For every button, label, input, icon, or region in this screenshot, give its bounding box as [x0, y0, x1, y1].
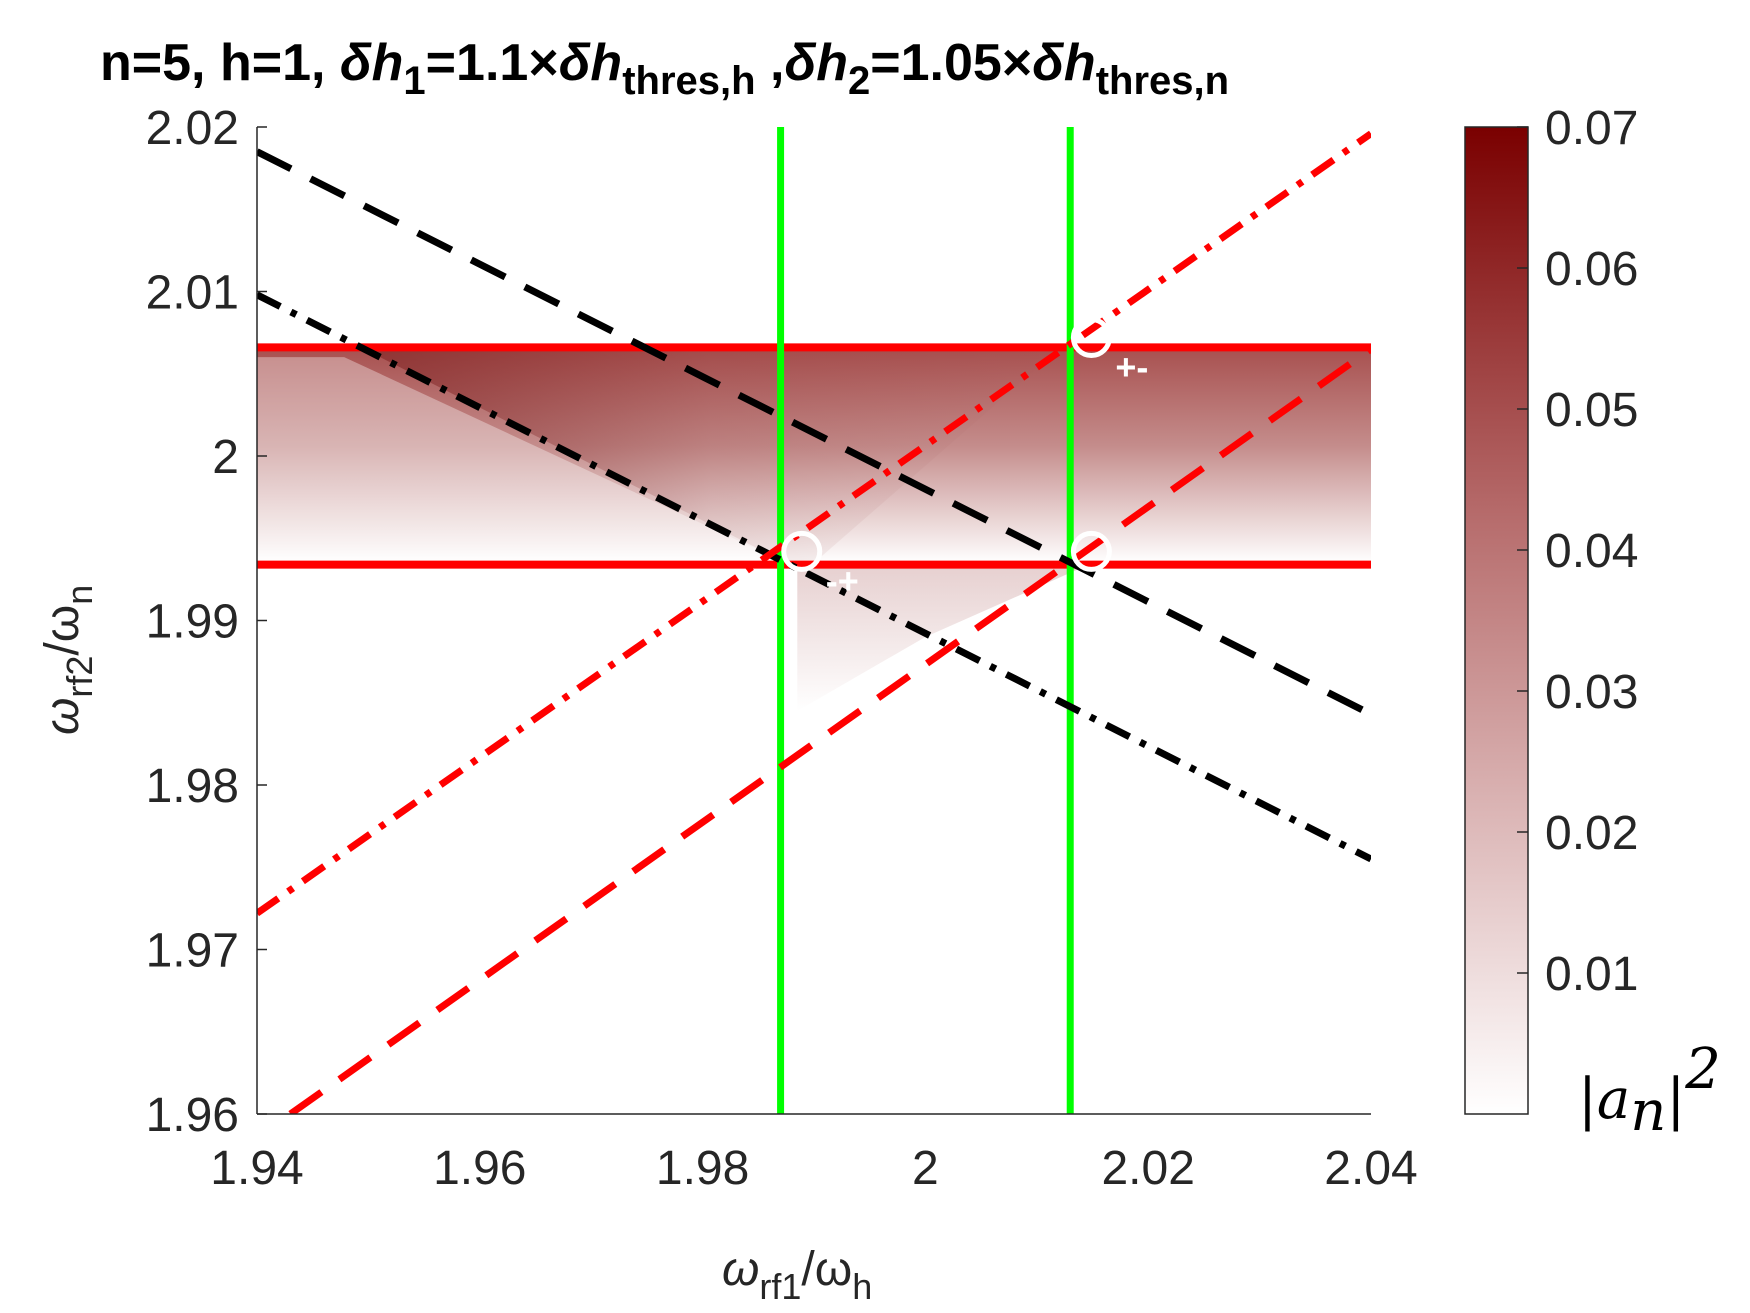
- title-d1-symbol2: δh: [559, 34, 623, 92]
- colorbar-label-bar-left: |: [1578, 1067, 1597, 1132]
- series-line-7: [288, 346, 1371, 1114]
- colorbar-label-n: n: [1630, 1079, 1666, 1144]
- xlabel-main1: ω: [722, 1243, 759, 1296]
- x-tick-label-0: 1.94: [210, 1142, 303, 1195]
- xlabel-sub2: h: [852, 1266, 872, 1307]
- heatmap-lower-triangle: [797, 562, 1093, 711]
- colorbar-tick-label-0: 0.01: [1545, 948, 1638, 1001]
- title-prefix: n=5, h=1,: [100, 34, 340, 92]
- ylabel-main2: /ω: [36, 605, 89, 656]
- title-d2-sub: 2: [848, 59, 870, 103]
- series-line-5: [257, 291, 1371, 863]
- title-d1-sub: 1: [403, 59, 425, 103]
- x-tick-label-3: 2: [912, 1142, 939, 1195]
- marker-label-1: -+: [826, 560, 859, 601]
- title-d1-value: =1.1: [426, 34, 529, 92]
- ylabel-sub1: rf2: [59, 656, 100, 698]
- x-tick-label-4: 2.02: [1101, 1142, 1194, 1195]
- colorbar-gradient: [1464, 126, 1529, 1115]
- title-d1-sub2: thres,h: [622, 59, 755, 103]
- title-d2-symbol: δh: [784, 34, 848, 92]
- colorbar-tick-label-2: 0.03: [1545, 666, 1638, 719]
- marker-circle-1: [781, 530, 823, 572]
- markers-layer: +- -+: [781, 317, 1148, 601]
- title-d1-times: ×: [528, 34, 558, 92]
- y-tick-label-1: 1.97: [146, 925, 239, 978]
- colorbar-label-bar-right: |: [1666, 1067, 1685, 1132]
- heatmap-high-region: [364, 349, 1060, 563]
- title-d2-symbol2: δh: [1032, 34, 1096, 92]
- y-tick-label-5: 2.01: [146, 267, 239, 320]
- ylabel-main1: ω: [36, 698, 89, 735]
- ylabel-sub2: n: [59, 585, 100, 605]
- y-tick-label-3: 1.99: [146, 596, 239, 649]
- xlabel-sub1: rf1: [759, 1266, 801, 1307]
- y-tick-label-6: 2.02: [146, 102, 239, 155]
- y-tick-label-0: 1.96: [146, 1089, 239, 1142]
- x-tick-label-1: 1.96: [433, 1142, 526, 1195]
- title-d1-symbol: δh: [340, 34, 404, 92]
- colorbar-label-a: a: [1597, 1067, 1630, 1132]
- title-d2-times: ×: [1002, 34, 1032, 92]
- colorbar-tick-label-6: 0.07: [1545, 102, 1638, 155]
- colorbar-tick-label-1: 0.02: [1545, 807, 1638, 860]
- title-d2-value: =1.05: [870, 34, 1002, 92]
- marker-circle-0: [1070, 317, 1112, 359]
- colorbar-tick-label-5: 0.06: [1545, 243, 1638, 296]
- series-line-4: [257, 148, 1371, 718]
- marker-circle-2: [1070, 530, 1112, 572]
- lines-layer: [257, 127, 1371, 1114]
- heatmap-layer: [257, 349, 1371, 711]
- colorbar: 0.010.020.030.040.050.060.07 |an|2: [1464, 102, 1721, 1144]
- y-tick-label-4: 2: [212, 431, 239, 484]
- colorbar-tick-label-3: 0.04: [1545, 525, 1638, 578]
- colorbar-label: |an|2: [1578, 1037, 1721, 1144]
- axes: 1.94 1.96 1.98 2 2.02 2.041.961.971.981.9922.…: [146, 102, 1418, 1195]
- chart-title: n=5, h=1, δh1=1.1×δhthres,h ,δh2=1.05×δh…: [100, 34, 1229, 103]
- title-d2-sub2: thres,n: [1096, 59, 1229, 103]
- y-tick-label-2: 1.98: [146, 760, 239, 813]
- x-tick-label-5: 2.04: [1324, 1142, 1417, 1195]
- marker-label-0: +-: [1115, 347, 1148, 388]
- colorbar-tick-label-4: 0.05: [1545, 384, 1638, 437]
- xlabel-main2: /ω: [801, 1243, 852, 1296]
- x-tick-label-2: 1.98: [656, 1142, 749, 1195]
- colorbar-label-exp: 2: [1684, 1037, 1721, 1102]
- series-line-6: [257, 130, 1371, 917]
- y-axis-label: ωrf2/ωn: [36, 585, 100, 735]
- title-separator: ,: [756, 34, 785, 92]
- x-axis-label: ωrf1/ωh: [722, 1243, 872, 1307]
- heatmap-low-region: [257, 357, 787, 563]
- colorbar-ticks: 0.01 0.02 0.03 0.04 0.05 0.06 0.07: [1517, 102, 1638, 1001]
